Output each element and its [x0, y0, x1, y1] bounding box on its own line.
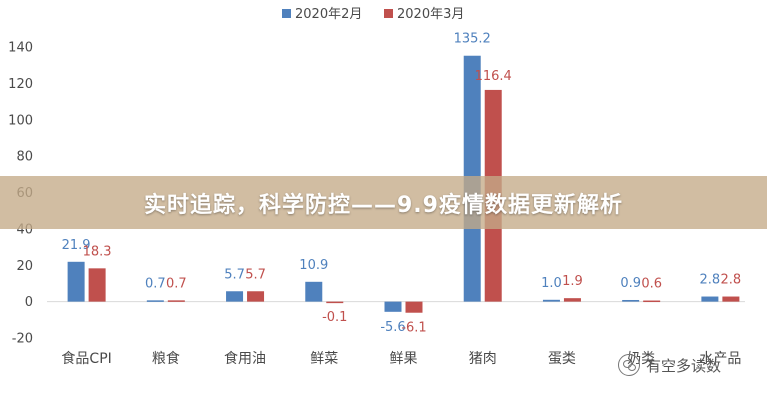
- data-label: 0.7: [145, 276, 166, 291]
- data-label: 0.7: [166, 276, 187, 291]
- data-label: 18.3: [83, 244, 112, 259]
- category-label: 鲜菜: [310, 351, 338, 367]
- y-tick-label: 0: [25, 295, 33, 310]
- data-label: 10.9: [299, 258, 328, 273]
- category-label: 鲜果: [390, 351, 418, 367]
- bar-mar: [643, 300, 661, 303]
- y-tick-label: 80: [16, 150, 33, 165]
- data-label: 5.7: [224, 267, 245, 282]
- data-label: 116.4: [475, 69, 512, 84]
- bar-feb: [384, 301, 402, 312]
- bar-mar: [405, 301, 423, 313]
- bar-feb: [701, 296, 719, 302]
- chart-legend: 2020年2月 2020年3月: [282, 7, 464, 22]
- bar-feb: [146, 300, 164, 302]
- bar-feb: [622, 299, 640, 302]
- y-tick-label: 100: [8, 113, 33, 128]
- legend-label: 2020年2月: [295, 7, 362, 22]
- data-label: 0.9: [620, 276, 641, 291]
- category-label: 猪肉: [469, 351, 497, 367]
- category-label: 蛋类: [548, 351, 576, 367]
- x-axis: 食品CPI 粮食 食用油 鲜菜 鲜果 猪肉 蛋类 奶类 水产品: [61, 350, 741, 367]
- y-tick-label: -20: [12, 332, 33, 347]
- bar-feb: [226, 291, 244, 302]
- legend-label: 2020年3月: [397, 7, 464, 22]
- legend-swatch: [282, 9, 291, 18]
- data-labels-group: 21.918.3 0.7 0.7 5.7 5.7 10.9 -0.1 -5.6-6.1 135.…: [62, 32, 742, 336]
- category-label: 粮食: [152, 350, 180, 367]
- y-tick-label: 140: [8, 41, 33, 56]
- bar-mar: [88, 268, 106, 302]
- data-label: 1.9: [562, 274, 583, 289]
- data-label: 21.9: [62, 238, 91, 253]
- banner-title: 实时追踪，科学防控——9.9疫情数据更新解析: [144, 192, 623, 218]
- data-label: -6.1: [401, 321, 426, 336]
- bar-mar: [247, 291, 265, 302]
- title-banner: 实时追踪，科学防控——9.9疫情数据更新解析: [0, 176, 767, 229]
- legend-swatch: [384, 9, 393, 18]
- data-label: -5.6: [380, 320, 405, 335]
- data-label: -0.1: [322, 310, 347, 325]
- data-label: 135.2: [454, 32, 491, 47]
- data-label: 5.7: [245, 267, 266, 282]
- bar-mar: [722, 296, 740, 302]
- watermark: 有空多读数: [618, 354, 721, 376]
- y-tick-label: 20: [16, 259, 33, 274]
- data-label: 2.8: [721, 273, 742, 288]
- y-tick-label: 120: [8, 77, 33, 92]
- bar-mar: [326, 301, 344, 304]
- wechat-icon: [618, 354, 640, 376]
- bar-mar: [563, 298, 581, 302]
- bar-feb: [67, 261, 85, 302]
- watermark-text: 有空多读数: [646, 356, 722, 375]
- category-label: 食品CPI: [61, 350, 111, 367]
- data-label: 1.0: [541, 276, 562, 291]
- data-label: 0.6: [641, 277, 662, 292]
- category-label: 食用油: [224, 350, 266, 367]
- bar-mar: [167, 300, 185, 302]
- category-label: 水产品: [699, 351, 741, 367]
- data-label: 2.8: [700, 273, 721, 288]
- bar-feb: [542, 299, 560, 302]
- bar-feb: [305, 281, 323, 302]
